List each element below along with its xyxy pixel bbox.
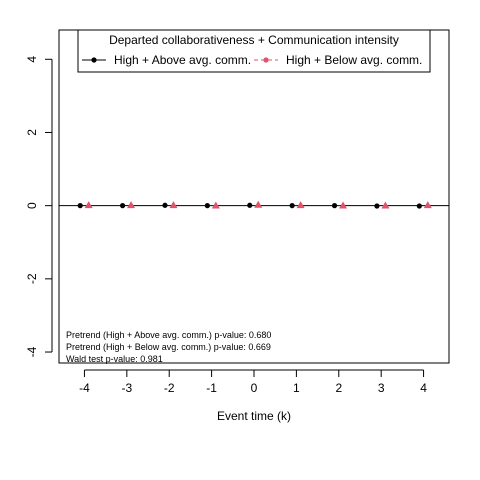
series-1-point	[331, 203, 338, 209]
x-tick-label: -3	[121, 381, 132, 395]
series-1-point	[162, 202, 168, 208]
legend-entry-label: High + Below avg. comm.	[286, 53, 422, 67]
series-1-point	[119, 203, 126, 209]
x-tick-label: 1	[293, 381, 300, 395]
legend-swatch-point	[91, 57, 97, 63]
series-marks	[77, 200, 432, 209]
x-tick-label: -1	[206, 381, 217, 395]
legend-swatch-point	[263, 57, 269, 63]
annotation-text: Pretrend (High + Above avg. comm.) p-val…	[66, 330, 271, 340]
series-2-point	[339, 201, 348, 209]
x-tick-label: -4	[79, 381, 90, 395]
series-1-point	[77, 203, 83, 209]
series-2-point	[84, 201, 93, 209]
x-tick-label: 0	[251, 381, 258, 395]
annotation-text: Pretrend (High + Below avg. comm.) p-val…	[66, 342, 271, 352]
series-2-point	[296, 201, 305, 209]
x-tick-label: 4	[420, 381, 427, 395]
series-1-point	[289, 203, 295, 209]
x-tick-label: 3	[378, 381, 385, 395]
y-tick-label: 0	[25, 202, 39, 209]
annotations: Pretrend (High + Above avg. comm.) p-val…	[66, 330, 271, 364]
x-axis-title: Event time (k)	[217, 409, 291, 423]
legend-box	[77, 29, 431, 73]
x-tick-label: -2	[164, 381, 175, 395]
series-2-point	[169, 201, 178, 209]
series-2-point	[423, 201, 432, 209]
series-1-point	[204, 203, 210, 209]
x-tick-label: 2	[335, 381, 342, 395]
y-tick-label: 2	[25, 129, 39, 136]
y-tick-label: 4	[25, 56, 39, 63]
legend-entry-label: High + Above avg. comm.	[114, 53, 251, 67]
series-2-point	[211, 201, 220, 209]
legend-title: Departed collaborativeness + Communicati…	[109, 33, 399, 47]
series-1-point	[247, 202, 253, 208]
y-tick-label: -2	[25, 273, 39, 284]
series-2-point	[127, 201, 136, 209]
series-1-point	[416, 203, 422, 209]
legend: Departed collaborativeness + Communicati…	[77, 29, 431, 73]
series-2-point	[254, 200, 263, 208]
series-1-point	[374, 203, 380, 209]
annotation-text: Wald test p-value: 0.981	[66, 354, 163, 364]
axes: -4 -3 -2 -1 0 1 2 3 4 -4 -2 0 2 4	[25, 56, 427, 395]
y-tick-label: -4	[25, 346, 39, 357]
series-2-point	[381, 201, 390, 209]
